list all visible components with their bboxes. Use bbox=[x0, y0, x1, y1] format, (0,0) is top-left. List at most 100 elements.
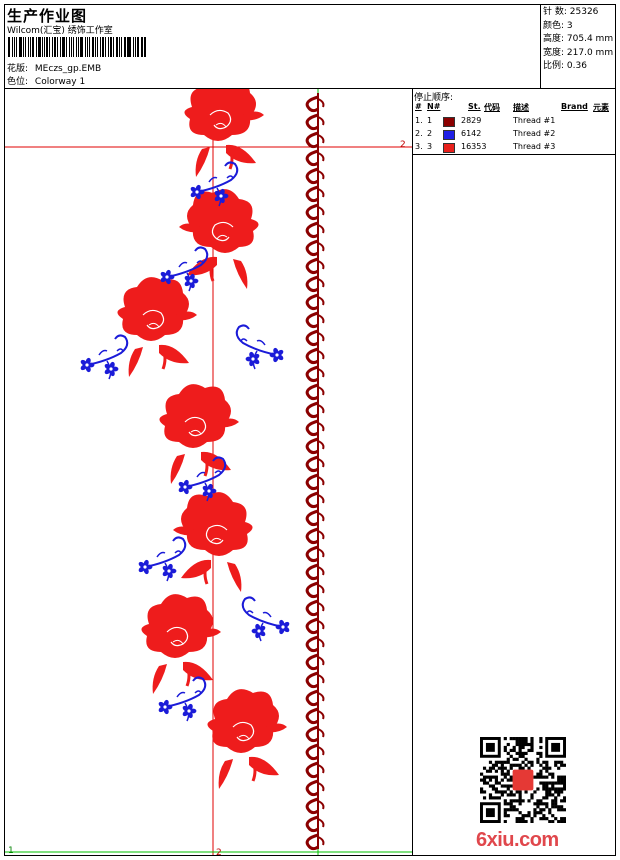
blue-petal bbox=[255, 623, 261, 631]
qr-module bbox=[503, 745, 507, 750]
red-guide-label-h: 2 bbox=[400, 140, 406, 150]
qr-module bbox=[539, 808, 543, 812]
qr-module bbox=[503, 799, 507, 803]
qr-module bbox=[554, 763, 558, 767]
qr-module bbox=[482, 781, 487, 785]
barcode-bar bbox=[140, 37, 142, 57]
qr-module bbox=[542, 787, 546, 791]
sprig-curl bbox=[166, 246, 209, 278]
qr-module bbox=[539, 775, 543, 779]
border-scallop bbox=[305, 797, 319, 815]
border-scallop-right bbox=[317, 422, 325, 432]
blue-flower-center bbox=[165, 275, 169, 279]
rose-leaf bbox=[173, 526, 199, 536]
blue-petal bbox=[162, 565, 169, 572]
stat-height: 高度: 705.4 mm bbox=[543, 34, 614, 44]
qr-module bbox=[542, 796, 546, 800]
qr-module bbox=[518, 748, 522, 753]
barcode-bar bbox=[89, 37, 90, 57]
blue-petal bbox=[189, 273, 195, 281]
rose-leaf bbox=[195, 147, 210, 177]
qr-module bbox=[506, 769, 510, 773]
qr-module bbox=[509, 790, 513, 794]
qr-module bbox=[527, 811, 531, 815]
blue-flower-center bbox=[143, 565, 147, 569]
qr-module bbox=[533, 775, 537, 779]
blue-petal bbox=[259, 625, 266, 632]
qr-module bbox=[551, 799, 555, 803]
blue-flower bbox=[190, 184, 205, 200]
rose-petals bbox=[187, 189, 259, 253]
border-scallop bbox=[305, 383, 319, 401]
barcode-bar bbox=[120, 37, 122, 57]
qr-module bbox=[524, 790, 528, 794]
qr-module bbox=[536, 799, 540, 803]
blue-flower bbox=[178, 479, 193, 495]
qr-module bbox=[488, 760, 493, 764]
qr-module bbox=[560, 817, 564, 821]
qr-module bbox=[530, 796, 534, 800]
qr-module bbox=[557, 787, 561, 791]
qr-module bbox=[500, 784, 504, 788]
blue-petal bbox=[207, 491, 213, 499]
blue-sprig bbox=[190, 161, 239, 207]
qr-module bbox=[548, 781, 552, 785]
qr-module bbox=[518, 766, 522, 770]
rose-petals bbox=[207, 689, 279, 753]
blue-flower bbox=[160, 269, 175, 285]
qr-module bbox=[503, 737, 507, 741]
qr-module bbox=[506, 814, 510, 818]
qr-module bbox=[557, 781, 561, 785]
blue-flower bbox=[162, 563, 177, 579]
qr-module bbox=[530, 820, 534, 823]
blue-flower bbox=[138, 559, 153, 575]
qr-module bbox=[557, 766, 561, 770]
rose-leaf bbox=[227, 562, 242, 592]
qr-module bbox=[518, 799, 522, 803]
embroidery-design-canvas: 2 2 1 bbox=[5, 89, 412, 855]
barcode-bar bbox=[99, 37, 102, 57]
border-scallop bbox=[305, 635, 319, 653]
blue-petal bbox=[195, 184, 201, 192]
qr-module bbox=[503, 775, 507, 779]
qr-module bbox=[506, 778, 510, 782]
border-scallop-right bbox=[317, 278, 325, 288]
qr-module bbox=[530, 760, 534, 764]
qr-module bbox=[563, 787, 566, 791]
blue-petal bbox=[259, 630, 266, 637]
border-scallop bbox=[305, 365, 319, 383]
qr-module bbox=[515, 799, 519, 803]
stat-colors: 颜色: 3 bbox=[543, 20, 573, 31]
barcode-bar bbox=[44, 37, 46, 57]
barcode-bar bbox=[119, 37, 120, 57]
qr-module bbox=[518, 745, 522, 750]
qr-module bbox=[536, 787, 540, 791]
qr-module bbox=[509, 793, 513, 797]
qr-module bbox=[509, 808, 513, 812]
qr-module bbox=[518, 739, 522, 744]
rose-petals bbox=[181, 492, 253, 556]
sprig-curl bbox=[184, 456, 227, 488]
qr-module bbox=[548, 808, 552, 812]
qr-module bbox=[488, 775, 493, 779]
blue-petal bbox=[80, 364, 87, 371]
blue-petal bbox=[255, 631, 261, 639]
border-scallop bbox=[305, 131, 319, 149]
border-scallop-right bbox=[317, 512, 325, 522]
barcode-bar bbox=[123, 37, 126, 57]
blue-sprig bbox=[178, 456, 227, 502]
col-brand: Brand bbox=[561, 102, 588, 111]
qr-module bbox=[521, 739, 525, 744]
qr-module bbox=[506, 808, 510, 812]
rose bbox=[179, 189, 259, 289]
rose-leaf bbox=[128, 347, 143, 377]
qr-module bbox=[557, 775, 561, 779]
blue-petal bbox=[183, 487, 189, 495]
border-scallop-right bbox=[317, 530, 325, 540]
qr-module bbox=[551, 802, 555, 806]
qr-module bbox=[560, 787, 564, 791]
studio-name: Wilcom(汇宝) 绣饰工作室 bbox=[7, 26, 113, 36]
qr-module bbox=[500, 766, 504, 770]
blue-petal bbox=[158, 701, 165, 708]
qr-module bbox=[563, 763, 566, 767]
